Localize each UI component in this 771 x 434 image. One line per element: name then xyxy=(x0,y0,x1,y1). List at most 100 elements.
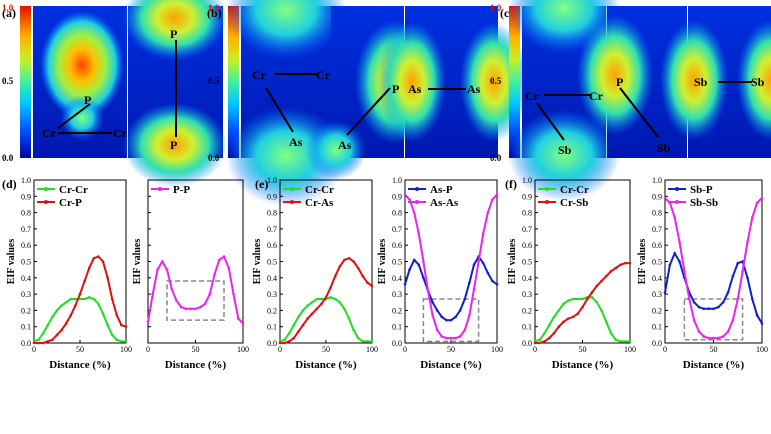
y-tick-label: 0.1 xyxy=(522,323,532,332)
data-point xyxy=(609,269,613,273)
data-point xyxy=(356,266,360,270)
data-point xyxy=(343,307,346,311)
data-point xyxy=(329,296,332,299)
y-tick-label: 0.5 xyxy=(21,258,31,267)
data-point xyxy=(590,296,594,299)
bond-line xyxy=(265,87,294,133)
y-axis-label: EIF values xyxy=(252,239,263,285)
atom-label: As xyxy=(289,135,303,149)
data-point xyxy=(301,323,305,327)
data-point xyxy=(320,302,323,306)
x-tick-label: 100 xyxy=(366,345,378,354)
data-point xyxy=(361,340,365,343)
x-tick-label: 0 xyxy=(146,345,150,354)
x-axis-label: Distance (%) xyxy=(683,359,745,371)
data-point xyxy=(472,287,476,291)
highlight-box xyxy=(166,280,225,321)
data-point xyxy=(746,240,749,244)
data-point xyxy=(543,331,546,335)
panel-label-b: (b) xyxy=(207,6,222,20)
x-axis-label: Distance (%) xyxy=(420,359,482,371)
series-line-sb-sb xyxy=(664,197,763,340)
atom-label: Cr xyxy=(42,126,57,140)
data-point xyxy=(124,325,128,329)
x-axis-label: Distance (%) xyxy=(295,359,357,371)
data-point xyxy=(352,260,355,263)
data-point xyxy=(468,281,471,284)
data-point xyxy=(46,323,50,327)
data-point xyxy=(306,317,309,320)
legend-label: Cr-Cr xyxy=(560,184,589,196)
y-tick-label: 0.4 xyxy=(652,274,662,283)
legend-label: Sb-P xyxy=(690,184,713,196)
data-point xyxy=(731,318,735,322)
legend-marker xyxy=(158,187,162,191)
x-tick-label: 0 xyxy=(663,345,667,354)
atom-label: As xyxy=(408,82,422,96)
x-tick-label: 50 xyxy=(710,345,718,354)
y-tick-label: 0.3 xyxy=(392,290,402,299)
data-point xyxy=(198,305,202,309)
data-point xyxy=(343,258,346,262)
data-point xyxy=(673,216,676,219)
data-point xyxy=(412,211,416,214)
data-point xyxy=(449,336,453,340)
x-axis-label: Distance (%) xyxy=(552,359,614,371)
data-point xyxy=(366,281,369,284)
data-point xyxy=(692,300,696,304)
atom-label: As xyxy=(338,138,352,152)
data-point xyxy=(213,273,216,276)
heatmap-c-right-blob-left xyxy=(660,20,728,140)
data-point xyxy=(426,289,430,293)
x-tick-label: 0 xyxy=(32,345,36,354)
legend-label: Cr-P xyxy=(59,197,82,209)
data-point xyxy=(101,260,105,263)
data-point xyxy=(491,198,494,201)
y-tick-label: 0.4 xyxy=(267,274,277,283)
data-point xyxy=(552,315,556,319)
x-axis-label: Distance (%) xyxy=(49,359,111,371)
data-point xyxy=(83,279,86,283)
y-tick-label: 0.1 xyxy=(652,323,662,332)
y-tick-label: 0.7 xyxy=(652,225,662,234)
y-tick-label: 0.0 xyxy=(392,339,402,348)
heatmap-panel-b: (b) 1.0 0.5 0.0 Cr Cr As As P As As xyxy=(207,0,528,206)
data-point xyxy=(156,268,159,271)
atom-label: Cr xyxy=(316,68,331,82)
data-point xyxy=(687,297,691,301)
data-point xyxy=(673,252,676,255)
data-point xyxy=(51,315,54,319)
data-point xyxy=(408,268,411,271)
data-point xyxy=(585,297,589,301)
data-point xyxy=(60,328,63,332)
data-point xyxy=(60,304,63,307)
y-tick-label: 0.8 xyxy=(21,209,31,218)
x-axis-label: Distance (%) xyxy=(165,359,227,371)
data-point xyxy=(581,305,584,309)
data-point xyxy=(538,338,542,342)
line-chart-3: 0.0 0.1 0.2 0.3 0.4 0.5 0.6 0.7 0.8 0.9 1.0 0 50 100 D… xyxy=(252,176,378,371)
x-tick-label: 100 xyxy=(756,345,768,354)
data-point xyxy=(702,307,706,311)
y-tick-label: 0.6 xyxy=(267,241,277,250)
colorbar-c xyxy=(509,6,520,158)
data-point xyxy=(717,305,720,309)
data-point xyxy=(445,336,448,340)
data-point xyxy=(236,317,240,320)
atom-label: Sb xyxy=(694,75,708,89)
data-point xyxy=(440,335,444,338)
legend-marker xyxy=(415,200,419,204)
data-point xyxy=(170,287,174,291)
series-line-cr-sb xyxy=(535,262,630,344)
heatmap-a-left-blob xyxy=(40,11,124,119)
y-tick-label: 0.5 xyxy=(522,258,532,267)
bond-line xyxy=(536,102,565,141)
heatmap-a-right-blob-bottom xyxy=(123,103,227,187)
data-point xyxy=(301,309,305,312)
data-point xyxy=(595,300,599,304)
data-point xyxy=(595,284,599,288)
data-point xyxy=(623,261,627,265)
data-point xyxy=(431,313,434,317)
data-point xyxy=(678,260,681,263)
line-charts: 0.0 0.1 0.2 0.3 0.4 0.5 0.6 0.7 0.8 0.9 1.0 0 50 100 D… xyxy=(2,176,768,371)
